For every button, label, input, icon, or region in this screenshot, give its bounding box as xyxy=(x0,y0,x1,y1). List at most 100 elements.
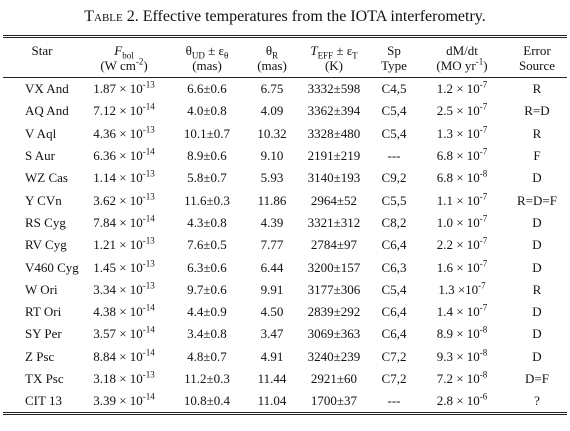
table-cell: VX And xyxy=(25,81,69,97)
superscript: -2 xyxy=(135,56,144,67)
text: 1.3 ×10 xyxy=(438,281,479,297)
text: Source xyxy=(518,58,556,73)
superscript: -7 xyxy=(479,235,488,246)
text: 3.34 × 10 xyxy=(93,281,143,297)
table-cell: 1.87 × 10-13 xyxy=(81,78,167,101)
table-cell: SY Per xyxy=(25,326,62,342)
table-cell: 9.3 × 10-8 xyxy=(417,346,507,368)
table-cell: 7.77 xyxy=(260,237,284,253)
table-row: AQ And 7.12 × 10-14 4.0±0.8 4.09 3362±394 C5,… xyxy=(3,100,567,122)
column-header: TEFF ± εT (K) xyxy=(297,36,371,78)
superscript: -6 xyxy=(479,391,488,402)
table-cell: R xyxy=(532,125,542,141)
subscript: UD xyxy=(191,50,205,61)
text: 1.45 × 10 xyxy=(93,259,143,275)
column-header: dM/dt (MO yr-1) xyxy=(417,36,507,78)
text: 6.36 × 10 xyxy=(93,148,143,164)
table-cell: TX Psc xyxy=(25,371,64,386)
text: (mas) xyxy=(257,58,287,73)
table-cell: 1700±37 xyxy=(310,393,358,409)
table-row: RT Ori 4.38 × 10-14 4.4±0.9 4.50 2839±292 C6,… xyxy=(3,301,567,323)
table-cell: 2.5 × 10-7 xyxy=(417,100,507,122)
superscript: -13 xyxy=(142,169,155,179)
table-cell: 11.86 xyxy=(257,192,287,208)
table-row: RV Cyg 1.21 × 10-13 7.6±0.5 7.77 2784±97 C6,4… xyxy=(3,234,567,256)
table-cell: 5.93 xyxy=(260,170,284,186)
table-cell: Y CVn xyxy=(25,192,62,208)
table-cell: C5,5 xyxy=(381,192,407,208)
table-cell: 4.39 xyxy=(260,214,284,230)
table-cell: W Ori xyxy=(25,281,58,297)
column-header: θUD ± εθ (mas) xyxy=(167,36,247,78)
text: 3.57 × 10 xyxy=(93,326,143,342)
table-row: VX And 1.87 × 10-13 6.6±0.6 6.75 3332±598 C4,… xyxy=(3,78,567,101)
table-cell: D=F xyxy=(525,371,549,386)
table-cell: 3177±306 xyxy=(307,281,361,297)
text: ) xyxy=(483,58,488,73)
table-cell: --- xyxy=(387,148,401,164)
table-cell: 4.50 xyxy=(260,304,284,320)
table-cell: C4,5 xyxy=(381,81,407,97)
table-cell: RV Cyg xyxy=(25,237,67,253)
text: 1.2 × 10 xyxy=(436,81,480,97)
table-cell: D xyxy=(532,214,542,230)
table-cell: 3.47 xyxy=(260,326,284,342)
table-cell: 9.10 xyxy=(260,148,284,164)
text: 2.8 × 10 xyxy=(436,393,480,409)
table-cell: C8,2 xyxy=(381,214,407,230)
italic-text: T xyxy=(310,43,318,58)
table-cell: C6,4 xyxy=(381,304,407,320)
superscript: -13 xyxy=(142,280,155,291)
superscript: -13 xyxy=(142,124,155,135)
table-cell: --- xyxy=(387,393,401,409)
text: 2.2 × 10 xyxy=(436,237,480,253)
table-cell: 8.9±0.6 xyxy=(187,148,227,164)
table-cell: 4.91 xyxy=(260,348,284,364)
table-cell: 4.8±0.7 xyxy=(187,348,227,364)
table-cell: D xyxy=(532,304,542,320)
table-cell: 6.8 × 10-8 xyxy=(417,167,507,189)
table-cell: CIT 13 xyxy=(25,393,62,409)
text: 6.8 × 10 xyxy=(436,170,480,186)
text: Type xyxy=(381,58,407,73)
table-cell: 2.8 × 10-6 xyxy=(417,390,507,414)
table-cell: RT Ori xyxy=(25,304,62,320)
column-header: Fbol (W cm-2) xyxy=(81,36,167,78)
table-cell: 3332±598 xyxy=(307,81,361,97)
caption-text: Effective temperatures from the IOTA int… xyxy=(142,8,486,25)
table-cell: 2191±219 xyxy=(307,148,361,164)
column-header: Sp Type xyxy=(371,36,417,78)
subscript: T xyxy=(352,50,358,61)
table-cell: 1.4 × 10-7 xyxy=(417,301,507,323)
superscript: -1 xyxy=(475,56,484,67)
table-cell: 4.4±0.9 xyxy=(187,304,227,320)
subscript: θ xyxy=(224,50,229,61)
table-cell: ? xyxy=(534,393,540,409)
column-header: Error Source xyxy=(507,36,567,78)
table-cell: 3.62 × 10-13 xyxy=(81,189,167,211)
table-cell: 10.1±0.7 xyxy=(183,125,231,141)
superscript: -13 xyxy=(142,79,155,90)
table-cell: C5,4 xyxy=(381,281,407,297)
table-cell: 6.36 × 10-14 xyxy=(81,145,167,167)
superscript: -14 xyxy=(142,347,155,358)
table-row: S Aur 6.36 × 10-14 8.9±0.6 9.10 2191±219 --- 6… xyxy=(3,145,567,167)
table-cell: 3.34 × 10-13 xyxy=(81,279,167,301)
superscript: -14 xyxy=(142,102,155,113)
table-cell: 7.6±0.5 xyxy=(187,237,227,253)
text: 1.1 × 10 xyxy=(436,192,480,208)
table-cell: C5,4 xyxy=(381,103,407,119)
table-cell: 3069±363 xyxy=(307,326,361,342)
table-cell: 6.6±0.6 xyxy=(187,81,227,97)
table-row: RS Cyg 7.84 × 10-14 4.3±0.8 4.39 3321±312 C8,… xyxy=(3,212,567,234)
table-cell: 1.6 × 10-7 xyxy=(417,256,507,278)
table-row: WZ Cas 1.14 × 10-13 5.8±0.7 5.93 3140±193 C9,… xyxy=(3,167,567,189)
table-cell: V460 Cyg xyxy=(25,259,79,275)
table-cell: 2921±60 xyxy=(310,371,358,386)
text: θ xyxy=(185,43,192,58)
superscript: -7 xyxy=(479,102,488,113)
text: Sp xyxy=(387,43,401,58)
table-cell: 2839±292 xyxy=(307,304,361,320)
caption-label: Table 2. xyxy=(84,8,139,25)
